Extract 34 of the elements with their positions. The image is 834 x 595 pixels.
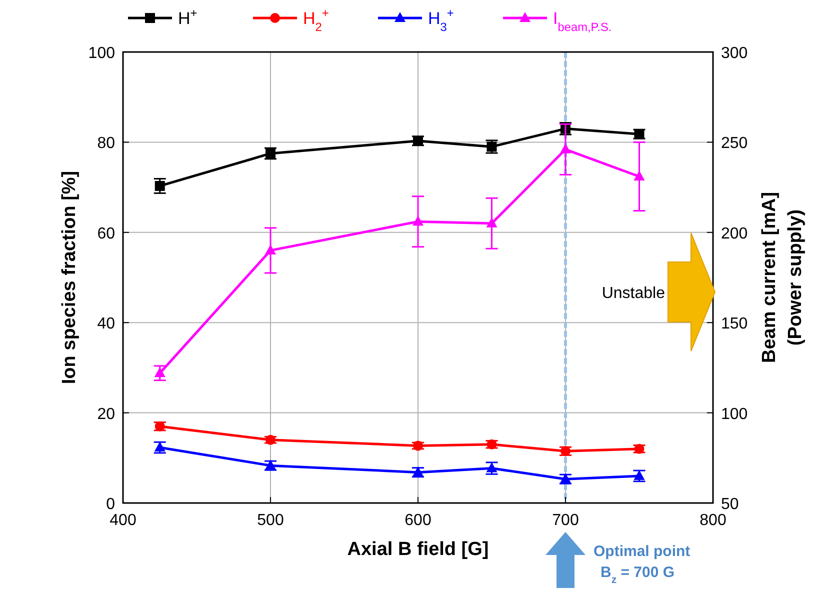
point [154,180,165,191]
point [265,244,276,254]
point [413,440,423,451]
y2-tick-label: 300 [721,45,748,62]
x-axis-title: Axial B field [G] [347,539,489,560]
y2-tick-label: 200 [721,225,748,242]
annotation: Unstable [602,285,666,302]
y2-tick-label: 50 [721,496,739,513]
point [266,434,276,445]
legend-label: H$^{+}$ [178,6,198,28]
y2-tick-label: 150 [721,316,748,333]
y-tick-label: 80 [97,135,116,152]
y2-tick-label: 100 [721,406,748,423]
x-tick-label: 700 [552,512,579,529]
legend-label: I$_{beam,P.S.}$ [553,9,612,34]
y-tick-label: 20 [97,406,116,423]
point [412,216,424,226]
x-tick-label: 500 [257,512,284,529]
y-tick-label: 100 [88,45,116,62]
point [560,143,571,154]
point [154,367,166,378]
y2-axis-title: Beam current [mA] (Power supply) [759,192,806,364]
y-tick-label: 0 [106,496,116,513]
point [486,462,498,472]
text: B$_{z}$ = 700 G [600,564,675,586]
x-tick-label: 600 [404,512,432,529]
x-tick-label: 400 [110,512,136,529]
y-tick-label: 60 [97,225,116,242]
y-tick-label: 40 [97,316,116,333]
text: Optimal point [594,543,690,560]
point [486,217,498,228]
y-axis-title: Ion species fraction [%] [59,170,80,384]
y2-tick-label: 250 [721,135,748,152]
x-tick-label: 800 [700,512,726,529]
